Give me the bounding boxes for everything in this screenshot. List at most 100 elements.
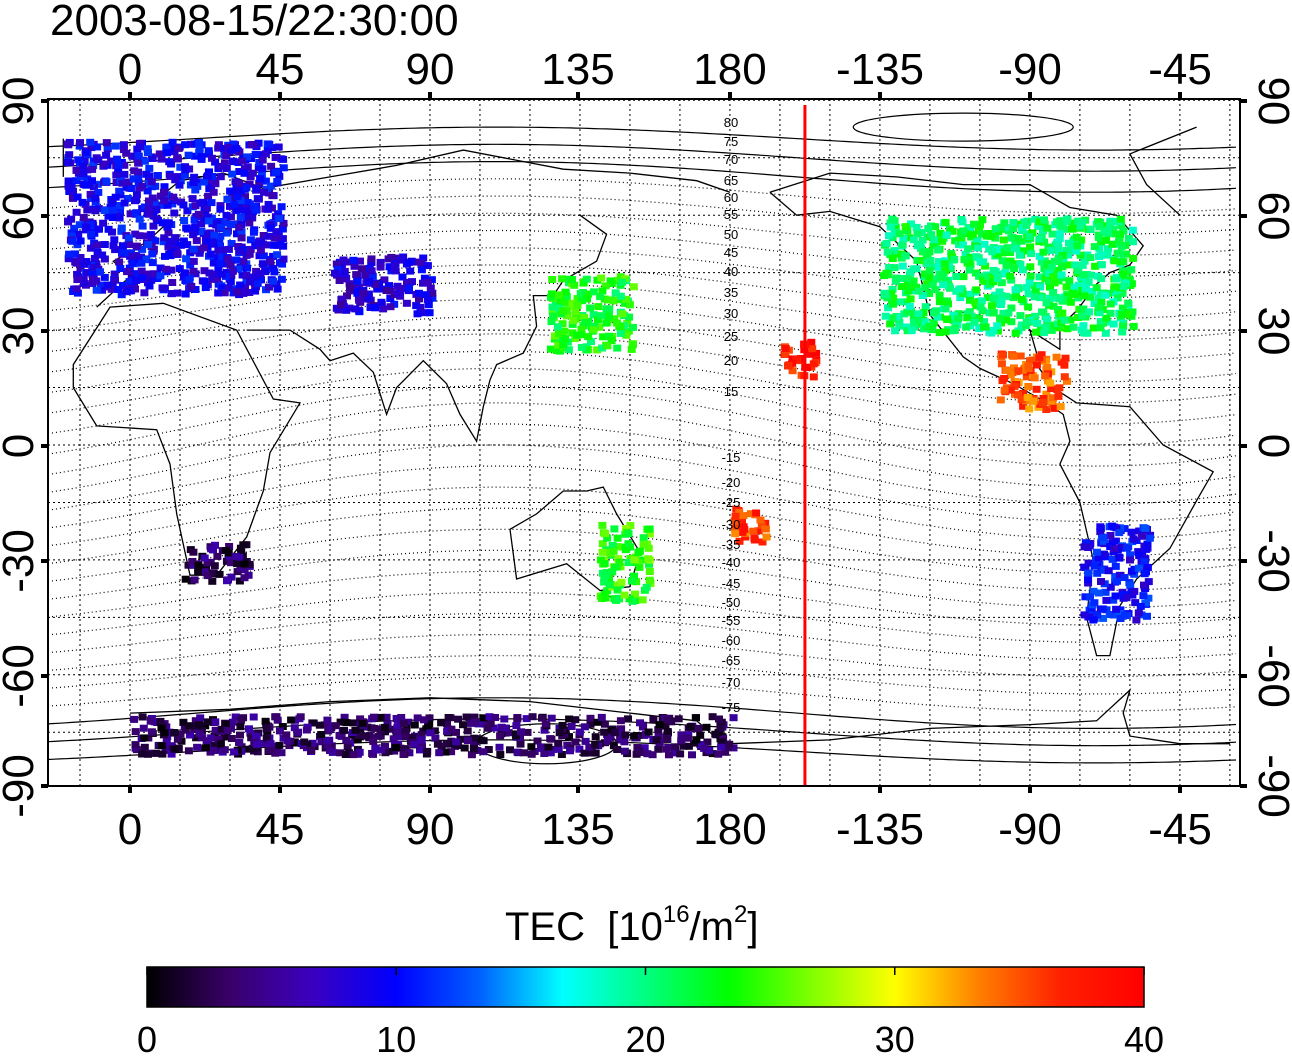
tec-cell xyxy=(100,207,109,214)
contour-line xyxy=(48,634,1237,678)
contour-line xyxy=(48,549,1237,609)
tec-cell xyxy=(346,283,354,291)
tec-cell xyxy=(256,175,265,183)
tec-cell xyxy=(607,337,616,344)
tec-cell xyxy=(72,285,81,293)
tec-cell xyxy=(308,739,317,747)
tec-cell xyxy=(239,257,248,265)
tec-cell xyxy=(161,252,169,260)
tec-cell xyxy=(1115,529,1124,537)
tec-cell xyxy=(1084,569,1093,577)
tec-cell xyxy=(925,267,934,274)
tec-cell xyxy=(1102,314,1111,322)
tec-cell xyxy=(1123,311,1131,318)
tec-cell xyxy=(642,583,651,591)
tec-cell xyxy=(134,159,143,167)
tec-cell xyxy=(809,373,818,381)
tec-cell xyxy=(1022,318,1031,326)
tec-cell xyxy=(245,289,254,296)
tec-cell xyxy=(108,206,117,214)
tec-cell xyxy=(1040,216,1048,224)
lat-tick-label-right: -90 xyxy=(1249,754,1292,818)
tec-cell xyxy=(240,169,249,177)
tec-cell xyxy=(555,330,563,338)
contour-line xyxy=(48,402,1237,488)
tec-cell xyxy=(368,272,377,280)
lat-tick-label-left: 0 xyxy=(0,434,43,458)
tec-cell xyxy=(1112,605,1121,613)
tec-cell xyxy=(573,331,581,339)
tec-cell xyxy=(160,183,169,191)
tec-cell xyxy=(808,345,817,353)
tec-cell xyxy=(1076,222,1085,230)
tec-cell xyxy=(1128,226,1137,234)
tec-cell xyxy=(419,716,428,724)
tec-cell xyxy=(147,178,156,186)
tec-cell xyxy=(1095,245,1104,253)
tec-cell xyxy=(248,214,257,222)
tec-cell xyxy=(1118,270,1127,278)
tec-cell xyxy=(1060,225,1069,233)
tec-cell xyxy=(236,544,245,552)
tec-cell xyxy=(959,227,968,235)
tec-cell xyxy=(86,138,95,146)
tec-cell xyxy=(401,733,410,740)
tec-cell xyxy=(609,297,618,305)
tec-cell xyxy=(896,298,905,306)
coastline xyxy=(246,214,608,443)
tec-cell xyxy=(578,297,587,305)
tec-cell xyxy=(1062,218,1071,225)
tec-cell xyxy=(344,258,353,266)
tec-cell xyxy=(67,215,76,223)
tec-cell xyxy=(731,530,740,538)
tec-cell xyxy=(418,742,426,750)
tec-cell xyxy=(630,732,639,740)
tec-cell xyxy=(555,729,564,737)
tec-cell xyxy=(556,296,565,304)
lat-tick-mark xyxy=(1240,674,1247,678)
tec-cell xyxy=(970,318,979,326)
tec-cell xyxy=(275,741,284,749)
tec-cell xyxy=(614,594,623,602)
tec-cell xyxy=(235,168,244,175)
tec-cell xyxy=(1130,565,1139,573)
tec-cell xyxy=(423,747,432,755)
tec-cell xyxy=(471,718,479,726)
tec-cell xyxy=(135,232,144,240)
tec-cell xyxy=(1090,243,1099,251)
tec-cell xyxy=(165,240,174,248)
tec-cell xyxy=(353,289,362,297)
tec-cell xyxy=(244,211,253,219)
tec-cell xyxy=(151,182,160,190)
tec-cell xyxy=(1122,544,1131,552)
tec-cell xyxy=(415,289,423,297)
tec-cell xyxy=(912,223,921,231)
tec-cell xyxy=(260,188,268,196)
contour-line xyxy=(48,465,1237,540)
tec-cell xyxy=(1018,266,1027,274)
tec-cell xyxy=(415,295,423,303)
tec-cell xyxy=(640,744,649,752)
tec-cell xyxy=(290,724,299,732)
tec-cell xyxy=(353,277,362,285)
tec-cell xyxy=(739,512,748,520)
tec-cell xyxy=(233,288,241,296)
tec-cell xyxy=(729,714,738,722)
tec-cell xyxy=(1006,249,1014,256)
tec-cell xyxy=(605,332,613,340)
tec-cell xyxy=(123,268,132,276)
tec-cell xyxy=(1144,578,1153,586)
contour-label: 30 xyxy=(724,306,738,321)
tec-cell xyxy=(762,533,771,541)
tec-cell xyxy=(182,255,191,263)
tec-cell xyxy=(882,240,891,247)
tec-cell xyxy=(156,272,165,280)
tec-cell xyxy=(1097,298,1106,306)
tec-cell xyxy=(376,725,385,733)
tec-cell xyxy=(175,181,184,189)
tec-cell xyxy=(413,310,422,318)
tec-cell xyxy=(624,327,633,335)
tec-cell xyxy=(114,286,123,293)
lat-tick-mark xyxy=(41,784,48,788)
contour-label: -60 xyxy=(722,633,741,648)
